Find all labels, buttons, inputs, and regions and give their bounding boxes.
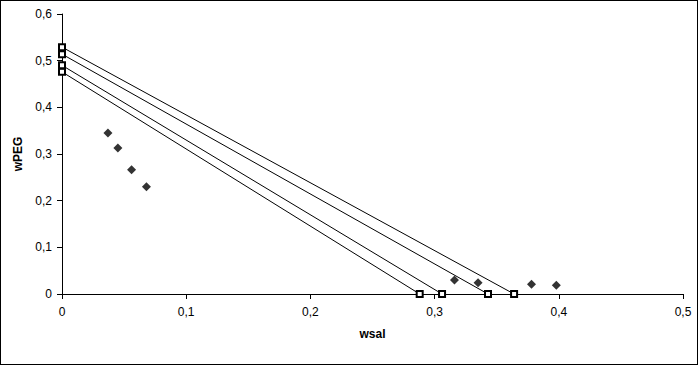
svg-text:0: 0 xyxy=(59,305,66,319)
svg-text:0,3: 0,3 xyxy=(426,305,443,319)
svg-text:0,1: 0,1 xyxy=(178,305,195,319)
svg-text:0,4: 0,4 xyxy=(35,100,52,114)
svg-text:wPEG: wPEG xyxy=(11,137,25,173)
svg-text:0,3: 0,3 xyxy=(35,147,52,161)
svg-text:0,4: 0,4 xyxy=(550,305,567,319)
svg-text:wsal: wsal xyxy=(358,327,385,341)
svg-text:0: 0 xyxy=(45,287,52,301)
svg-text:0,1: 0,1 xyxy=(35,240,52,254)
svg-text:0,5: 0,5 xyxy=(35,54,52,68)
svg-text:0,2: 0,2 xyxy=(302,305,319,319)
svg-text:0,2: 0,2 xyxy=(35,194,52,208)
svg-text:0,5: 0,5 xyxy=(675,305,692,319)
svg-text:0,6: 0,6 xyxy=(35,7,52,21)
